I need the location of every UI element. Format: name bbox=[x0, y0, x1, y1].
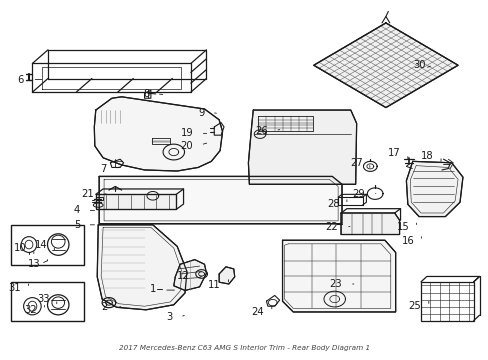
Polygon shape bbox=[219, 267, 234, 284]
Text: 14: 14 bbox=[34, 239, 47, 249]
Text: 16: 16 bbox=[401, 236, 413, 246]
Text: 17: 17 bbox=[387, 148, 400, 158]
Polygon shape bbox=[282, 240, 395, 312]
Text: 18: 18 bbox=[420, 150, 433, 161]
Text: 29: 29 bbox=[352, 189, 365, 199]
Text: 2017 Mercedes-Benz C63 AMG S Interior Trim - Rear Body Diagram 1: 2017 Mercedes-Benz C63 AMG S Interior Tr… bbox=[119, 345, 369, 351]
Text: 19: 19 bbox=[180, 129, 193, 138]
Polygon shape bbox=[97, 225, 186, 310]
Text: 15: 15 bbox=[396, 222, 408, 231]
Text: 5: 5 bbox=[74, 220, 80, 230]
Text: 23: 23 bbox=[329, 279, 341, 289]
Text: 33: 33 bbox=[37, 294, 49, 304]
Text: 31: 31 bbox=[8, 283, 21, 293]
Text: 30: 30 bbox=[412, 60, 425, 70]
Text: 13: 13 bbox=[28, 258, 41, 269]
Text: 24: 24 bbox=[251, 307, 264, 317]
Text: 6: 6 bbox=[18, 75, 24, 85]
Text: 1: 1 bbox=[149, 284, 156, 294]
Polygon shape bbox=[173, 260, 206, 291]
Bar bbox=[11, 282, 83, 320]
Text: 3: 3 bbox=[166, 312, 172, 322]
Text: 20: 20 bbox=[180, 141, 193, 151]
Bar bbox=[420, 282, 473, 320]
Bar bbox=[96, 197, 102, 201]
Polygon shape bbox=[406, 161, 462, 217]
Polygon shape bbox=[313, 23, 457, 108]
Text: 11: 11 bbox=[208, 280, 221, 290]
Text: 22: 22 bbox=[325, 222, 337, 231]
Text: 25: 25 bbox=[407, 301, 420, 311]
Text: 8: 8 bbox=[143, 89, 149, 99]
Polygon shape bbox=[99, 176, 341, 224]
Text: 32: 32 bbox=[24, 305, 37, 315]
Polygon shape bbox=[340, 213, 399, 234]
Text: 28: 28 bbox=[326, 199, 339, 210]
Text: 12: 12 bbox=[177, 271, 189, 281]
Text: 21: 21 bbox=[81, 189, 94, 199]
Text: 4: 4 bbox=[74, 206, 80, 216]
Text: 27: 27 bbox=[349, 158, 362, 168]
Text: 26: 26 bbox=[255, 126, 267, 135]
Text: 2: 2 bbox=[102, 302, 108, 312]
Text: 9: 9 bbox=[198, 108, 204, 118]
Polygon shape bbox=[248, 110, 356, 184]
Polygon shape bbox=[94, 97, 222, 171]
Bar bbox=[11, 225, 83, 265]
Polygon shape bbox=[96, 194, 176, 210]
Text: 7: 7 bbox=[101, 164, 107, 174]
Text: 10: 10 bbox=[13, 243, 26, 253]
